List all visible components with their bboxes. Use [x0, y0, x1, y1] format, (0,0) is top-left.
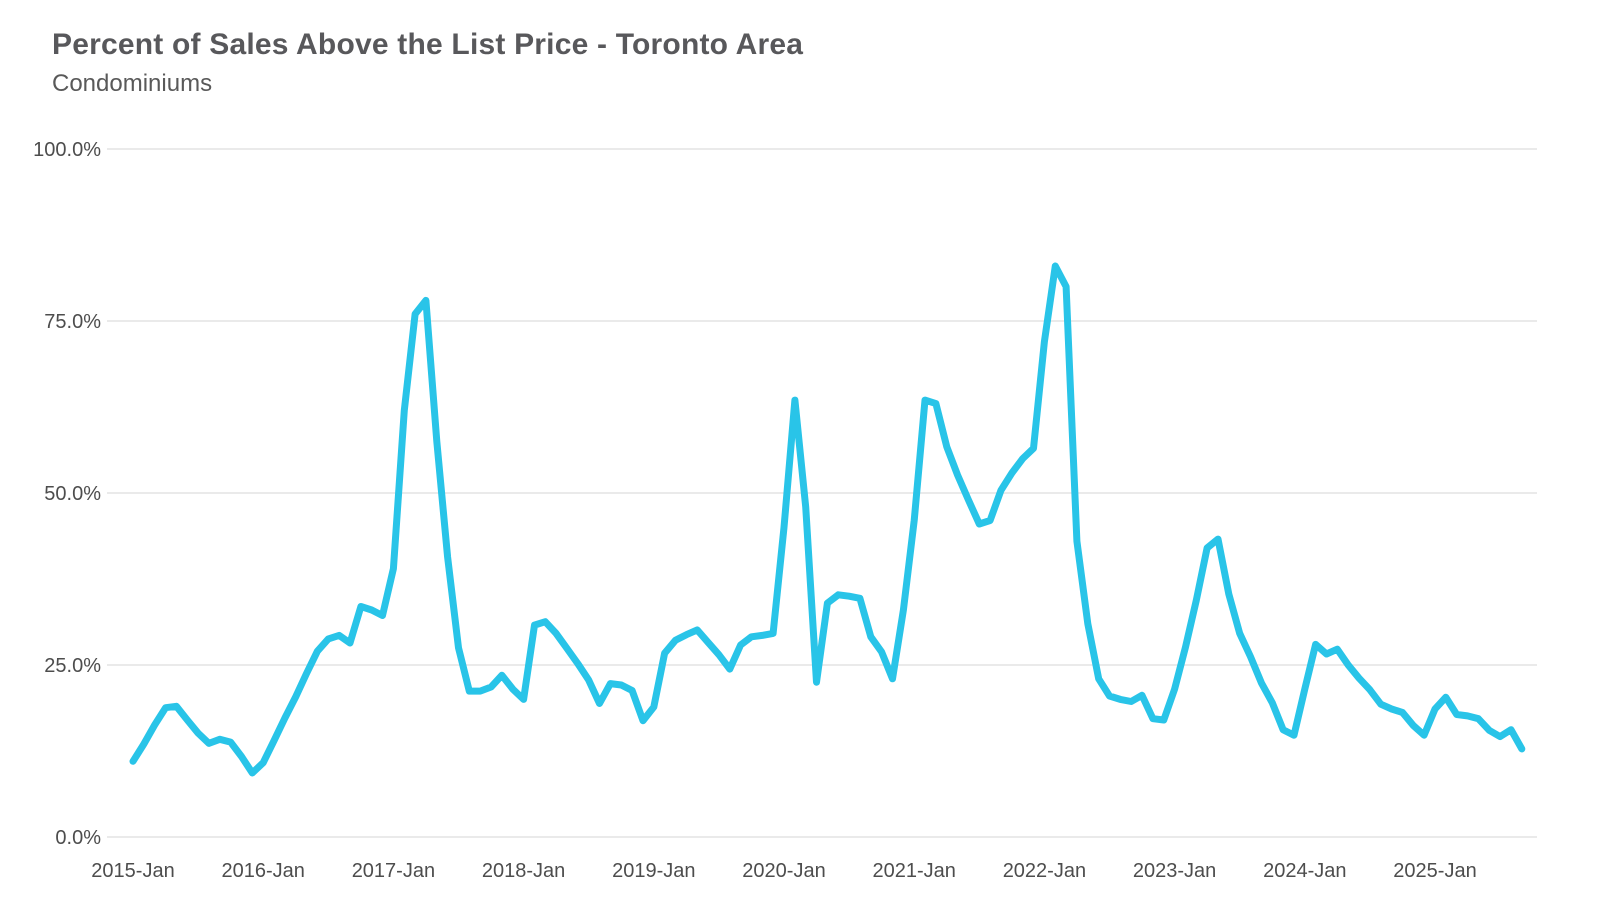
- x-tick-label: 2021-Jan: [872, 860, 955, 882]
- x-tick-label: 2019-Jan: [612, 860, 695, 882]
- chart-header: Percent of Sales Above the List Price - …: [52, 28, 803, 98]
- series-line: [129, 262, 1526, 777]
- x-tick-label: 2015-Jan: [91, 860, 174, 882]
- x-tick-label: 2025-Jan: [1393, 860, 1476, 882]
- x-tick-label: 2023-Jan: [1133, 860, 1216, 882]
- y-tick-label: 75.0%: [44, 311, 101, 333]
- x-tick-label: 2022-Jan: [1003, 860, 1086, 882]
- chart-title: Percent of Sales Above the List Price - …: [52, 28, 804, 61]
- x-tick-label: 2020-Jan: [742, 860, 825, 882]
- x-tick-label: 2016-Jan: [221, 860, 304, 882]
- x-tick-label: 2024-Jan: [1263, 860, 1346, 882]
- y-tick-label: 0.0%: [55, 827, 101, 849]
- y-tick-label: 50.0%: [44, 483, 101, 505]
- y-tick-label: 25.0%: [44, 655, 101, 677]
- x-tick-label: 2018-Jan: [482, 860, 565, 882]
- chart-subtitle: Condominiums: [52, 70, 213, 97]
- y-tick-label: 100.0%: [33, 139, 101, 161]
- x-tick-label: 2017-Jan: [352, 860, 435, 882]
